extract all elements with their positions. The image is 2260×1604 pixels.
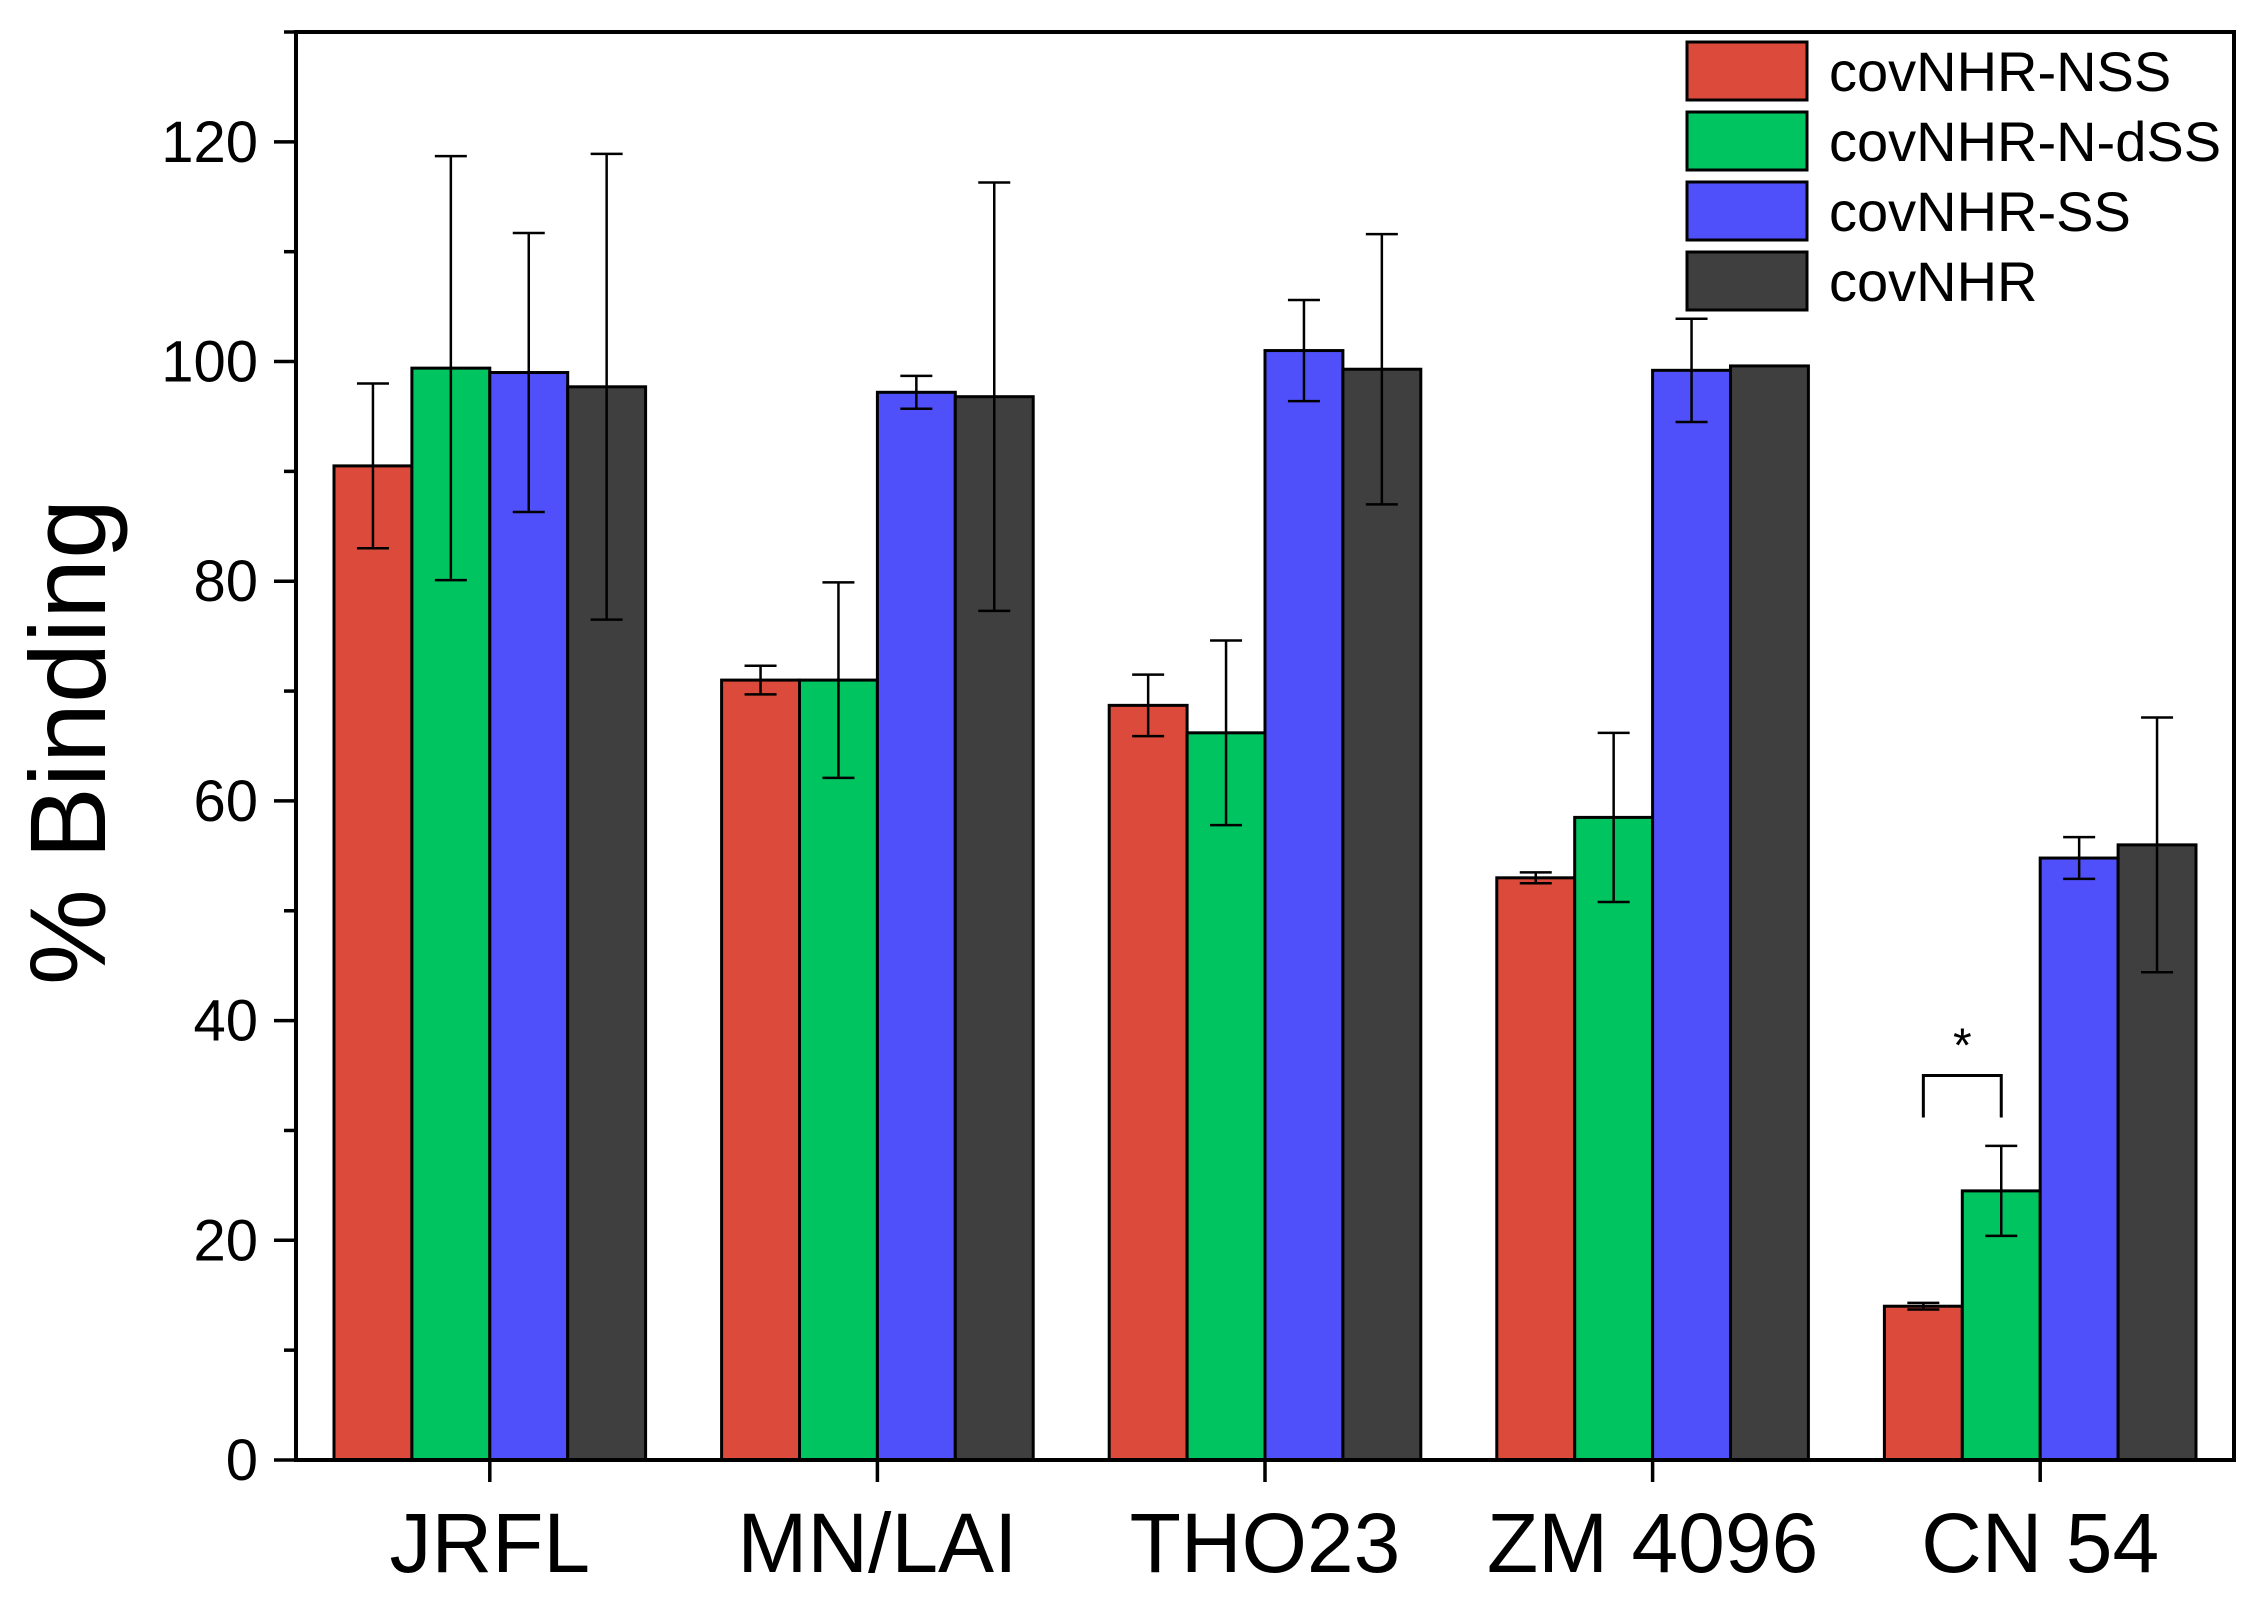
bar-covnhr-ss-1 — [875, 390, 957, 1462]
legend-label: covNHR-NSS — [1829, 40, 2171, 103]
bar-covnhr-ss-0 — [488, 371, 570, 1462]
x-tick-label-jrfl: JRFL — [389, 1496, 590, 1590]
error-bar — [590, 152, 623, 621]
y-tick-label: 120 — [161, 110, 258, 175]
error-bar — [1985, 1144, 2018, 1238]
legend-label: covNHR-N-dSS — [1829, 110, 2221, 173]
y-tick-label: 60 — [193, 769, 258, 834]
error-bar — [1907, 1301, 1940, 1311]
legend-swatch — [1685, 250, 1809, 312]
bar-covnhr-n-dss-3 — [1573, 815, 1655, 1462]
bar-covnhr-ss-2 — [1263, 349, 1345, 1462]
bar-covnhr-ss-3 — [1651, 368, 1732, 1462]
legend-item: covNHR — [1685, 250, 2037, 313]
legend: covNHR-NSS covNHR-N-dSS covNHR-SS covNHR — [1685, 40, 2221, 313]
annotations-layer: * — [1921, 1020, 2003, 1118]
error-bar — [1365, 232, 1398, 506]
bar-covnhr-nss-4 — [1882, 1304, 1964, 1462]
error-bar — [744, 664, 777, 696]
error-bar — [512, 231, 545, 514]
legend-item: covNHR-NSS — [1685, 40, 2171, 103]
legend-swatch — [1685, 110, 1809, 172]
axes-layer: 0 20 40 60 80 100 120 JRFL MN/LAI THO23 ZM 4096 CN … — [161, 30, 2236, 1590]
y-tick-label: 100 — [161, 330, 258, 395]
y-tick-label: 20 — [193, 1208, 258, 1273]
bar-covnhr-nss-2 — [1107, 703, 1189, 1462]
bars-layer — [332, 349, 2198, 1462]
significance-bracket: * — [1921, 1020, 2003, 1118]
legend-item: covNHR-N-dSS — [1685, 110, 2221, 173]
error-bar — [1519, 871, 1552, 885]
error-bar — [822, 581, 855, 780]
bar-covnhr-n-dss-1 — [798, 678, 879, 1462]
x-tick-label-cn-54: CN 54 — [1921, 1496, 2159, 1590]
bar-covnhr-ss-4 — [2038, 856, 2120, 1462]
legend-swatch — [1685, 180, 1809, 242]
error-bar — [434, 154, 467, 582]
significance-bracket-line — [1921, 1074, 2003, 1118]
error-bar — [900, 374, 933, 411]
error-bar — [1132, 673, 1165, 738]
x-tick-label-zm-4096: ZM 4096 — [1487, 1496, 1819, 1590]
bar-covnhr-2 — [1341, 367, 1423, 1462]
error-bar — [1675, 317, 1708, 424]
bar-covnhr-nss-3 — [1495, 876, 1577, 1462]
legend-item: covNHR-SS — [1685, 180, 2131, 243]
error-bar — [1210, 639, 1243, 827]
y-tick-label: 0 — [226, 1428, 258, 1493]
legend-label: covNHR — [1829, 250, 2037, 313]
legend-swatch — [1685, 40, 1809, 102]
x-tick-label-mn-lai: MN/LAI — [737, 1496, 1017, 1590]
error-bar — [2141, 716, 2174, 974]
error-bar — [978, 181, 1011, 613]
error-bar — [2063, 835, 2096, 881]
y-tick-label: 40 — [193, 989, 258, 1054]
error-bar — [356, 382, 389, 550]
bar-covnhr-nss-0 — [332, 464, 414, 1462]
bar-covnhr-3 — [1729, 364, 1810, 1462]
y-tick-label: 80 — [193, 549, 258, 614]
bar-covnhr-nss-1 — [720, 678, 801, 1462]
x-tick-label-tho23: THO23 — [1130, 1496, 1401, 1590]
legend-label: covNHR-SS — [1829, 180, 2131, 243]
error-bar — [1287, 298, 1320, 403]
y-axis-label: % Binding — [7, 499, 128, 985]
significance-star: * — [1953, 1020, 1972, 1073]
bar-covnhr-1 — [953, 395, 1035, 1462]
error-bar — [1597, 731, 1630, 904]
bar-covnhr-n-dss-2 — [1185, 731, 1267, 1462]
error-bars-layer — [356, 152, 2174, 1311]
